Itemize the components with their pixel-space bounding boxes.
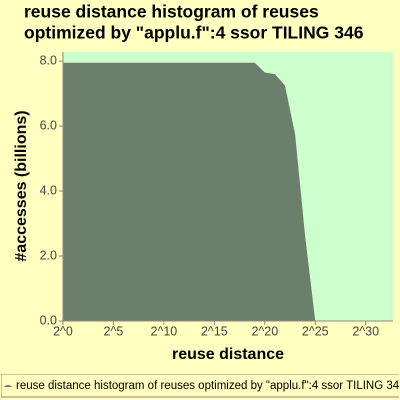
chart-title: reuse distance histogram of reuses bbox=[24, 2, 319, 22]
legend-label: reuse distance histogram of reuses optim… bbox=[16, 380, 400, 392]
plot-area: 0.0 2.0 4.0 6.0 8.0 2^0 2^5 2^10 2^15 2^20 2^25 2^3… bbox=[40, 52, 393, 338]
y-axis-label: #accesses (billions) bbox=[13, 110, 30, 261]
x-tick-label: 2^30 bbox=[352, 324, 379, 338]
x-tick-label: 2^15 bbox=[201, 324, 228, 338]
x-tick-label: 2^25 bbox=[302, 324, 329, 338]
chart-title: optimized by "applu.f":4 ssor TILING 346 bbox=[24, 23, 364, 43]
y-tick-label: 2.0 bbox=[40, 248, 57, 262]
y-tick-label: 6.0 bbox=[40, 118, 57, 132]
y-tick-label: 8.0 bbox=[40, 53, 57, 67]
x-axis-label: reuse distance bbox=[172, 346, 284, 363]
x-tick-label: 2^5 bbox=[104, 324, 124, 338]
legend: reuse distance histogram of reuses optim… bbox=[1, 374, 400, 398]
legend-marker bbox=[4, 385, 12, 387]
legend-box bbox=[1, 374, 399, 398]
area bbox=[63, 62, 316, 322]
x-tick-label: 2^10 bbox=[151, 324, 178, 338]
x-tick-label: 2^20 bbox=[251, 324, 278, 338]
y-tick-label: 4.0 bbox=[40, 183, 57, 197]
x-tick-label: 2^0 bbox=[53, 324, 73, 338]
y-tick-label: 0.0 bbox=[40, 313, 57, 327]
